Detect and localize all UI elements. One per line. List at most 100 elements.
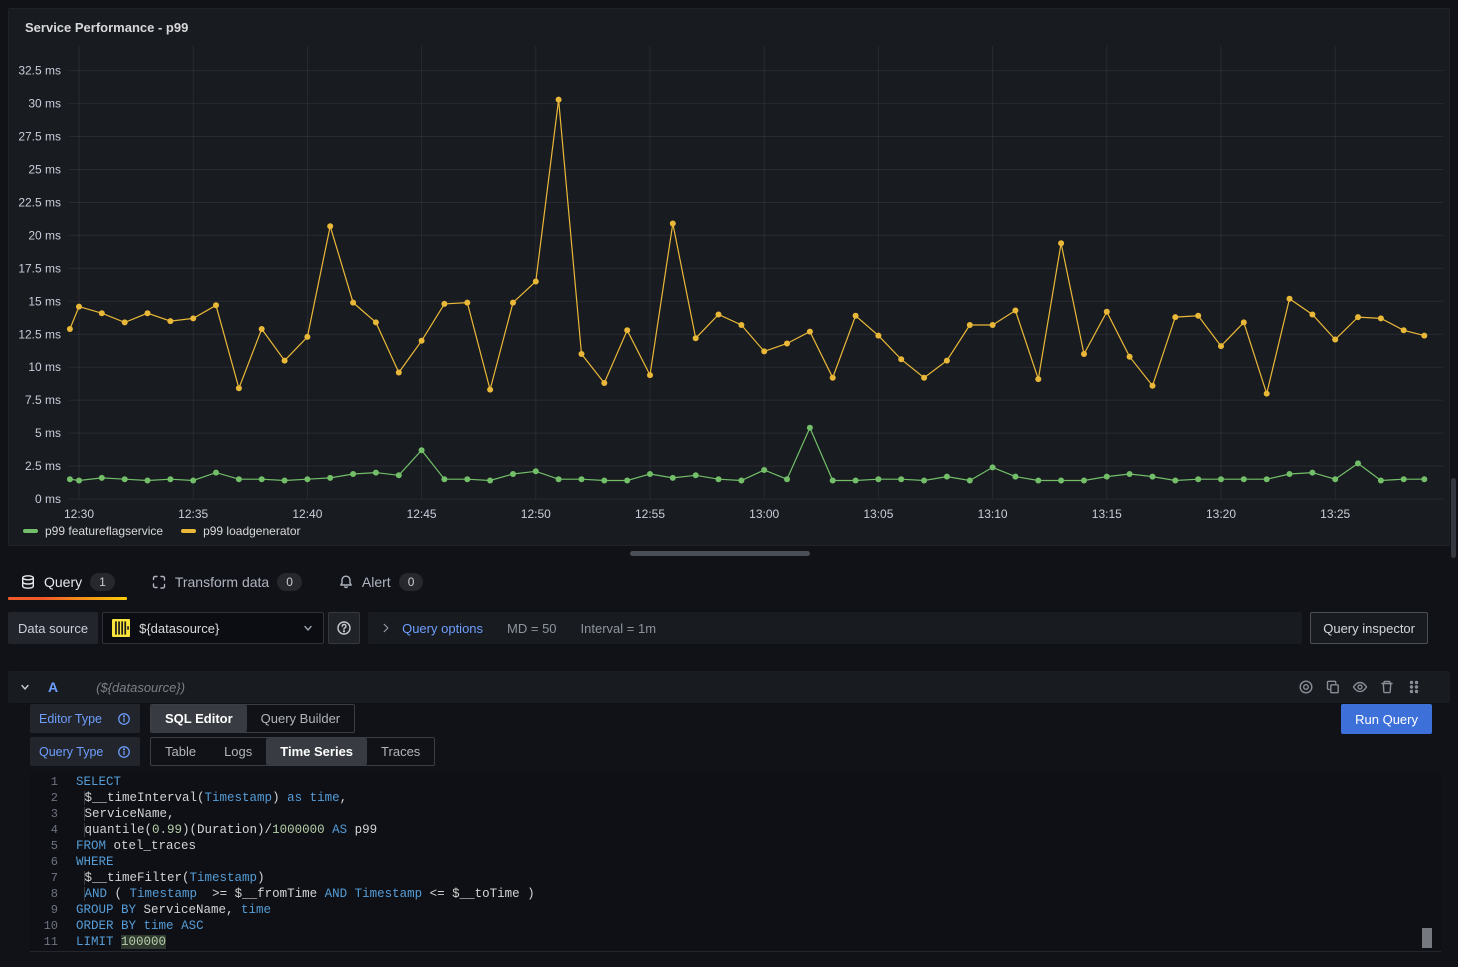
run-query-button[interactable]: Run Query [1341, 704, 1432, 734]
legend-item-loadgenerator[interactable]: p99 loadgenerator [181, 524, 300, 538]
tab-count-badge: 1 [90, 573, 115, 591]
active-tab-indicator [8, 597, 127, 600]
sql-editor[interactable]: 1SELECT2 $__timeInterval(Timestamp) as t… [30, 771, 1441, 952]
editor-tabs: Query 1 Transform data 0 Alert 0 [8, 564, 447, 600]
code-line[interactable]: 5FROM otel_traces [30, 838, 1441, 854]
code-line[interactable]: 8 AND ( Timestamp >= $__fromTime AND Tim… [30, 886, 1441, 902]
svg-text:12:40: 12:40 [292, 507, 322, 521]
query-options-link[interactable]: Query options [402, 621, 483, 636]
svg-text:25 ms: 25 ms [28, 163, 61, 177]
datasource-toolbar: Data source ${datasource} Query options … [8, 612, 1428, 644]
svg-text:20 ms: 20 ms [28, 228, 61, 242]
tab-query[interactable]: Query 1 [8, 564, 127, 600]
svg-text:7.5 ms: 7.5 ms [25, 393, 61, 407]
svg-text:12.5 ms: 12.5 ms [18, 327, 61, 341]
code-line[interactable]: 1SELECT [30, 774, 1441, 790]
svg-text:27.5 ms: 27.5 ms [18, 130, 61, 144]
legend-label: p99 loadgenerator [203, 524, 300, 538]
editor-type-label: Editor Type [39, 712, 102, 726]
svg-text:15 ms: 15 ms [28, 294, 61, 308]
timeseries-chart[interactable]: 12:30 12:35 12:40 12:45 12:50 12:55 13:00 13:05… [9, 9, 1449, 545]
chevron-down-icon [301, 621, 315, 635]
query-type-time-series[interactable]: Time Series [266, 738, 367, 765]
tab-label: Transform data [175, 574, 269, 590]
datasource-label: Data source [8, 612, 98, 644]
tab-transform-data[interactable]: Transform data 0 [139, 564, 314, 600]
code-line[interactable]: 2 $__timeInterval(Timestamp) as time, [30, 790, 1441, 806]
query-datasource-hint: (${datasource}) [96, 680, 185, 695]
eye-icon[interactable] [1352, 679, 1368, 695]
editor-type-group: SQL Editor Query Builder [150, 704, 355, 733]
query-inspector-button[interactable]: Query inspector [1310, 612, 1428, 644]
query-type-row: Query Type Table Logs Time Series Traces [30, 737, 435, 766]
svg-text:12:30: 12:30 [64, 507, 94, 521]
query-options-interval: Interval = 1m [581, 621, 657, 636]
query-options-strip[interactable]: Query options MD = 50 Interval = 1m [368, 612, 1302, 644]
code-line[interactable]: 3 ServiceName, [30, 806, 1441, 822]
code-line[interactable]: 11LIMIT 100000 [30, 934, 1441, 950]
svg-text:22.5 ms: 22.5 ms [18, 195, 61, 209]
code-line[interactable]: 9GROUP BY ServiceName, time [30, 902, 1441, 918]
editor-type-sql-editor[interactable]: SQL Editor [151, 705, 247, 732]
legend-swatch-green [23, 529, 38, 533]
code-line[interactable]: 10ORDER BY time ASC [30, 918, 1441, 934]
svg-text:13:00: 13:00 [749, 507, 779, 521]
query-type-table[interactable]: Table [151, 738, 210, 765]
tab-label: Alert [362, 574, 391, 590]
query-row-actions [1298, 679, 1422, 695]
duplicate-query-icon[interactable] [1325, 679, 1341, 695]
chart-legend: p99 featureflagservice p99 loadgenerator [23, 524, 301, 538]
code-line[interactable]: 4 quantile(0.99)(Duration)/1000000 AS p9… [30, 822, 1441, 838]
tab-alert[interactable]: Alert 0 [326, 564, 435, 600]
legend-item-featureflagservice[interactable]: p99 featureflagservice [23, 524, 163, 538]
svg-text:13:25: 13:25 [1320, 507, 1350, 521]
datasource-help-button[interactable] [328, 612, 360, 644]
query-type-group: Table Logs Time Series Traces [150, 737, 435, 766]
editor-type-query-builder[interactable]: Query Builder [247, 705, 354, 732]
bell-icon [338, 574, 354, 590]
record-circle-icon[interactable] [1298, 679, 1314, 695]
svg-text:32.5 ms: 32.5 ms [18, 64, 61, 78]
query-options-md: MD = 50 [507, 621, 557, 636]
drag-handle-icon[interactable] [1406, 679, 1422, 695]
collapse-chevron-icon[interactable] [18, 680, 32, 694]
svg-text:13:10: 13:10 [978, 507, 1008, 521]
svg-text:13:20: 13:20 [1206, 507, 1236, 521]
editor-type-label-chip: Editor Type [30, 704, 140, 733]
svg-text:13:05: 13:05 [863, 507, 893, 521]
svg-text:12:55: 12:55 [635, 507, 665, 521]
editor-scrollbar-thumb[interactable] [1422, 928, 1432, 948]
svg-text:12:35: 12:35 [178, 507, 208, 521]
datasource-select[interactable]: ${datasource} [102, 612, 324, 644]
info-circle-icon[interactable] [117, 712, 131, 726]
legend-swatch-yellow [181, 529, 196, 533]
trash-icon[interactable] [1379, 679, 1395, 695]
code-line[interactable]: 6WHERE [30, 854, 1441, 870]
editor-type-row: Editor Type SQL Editor Query Builder [30, 704, 355, 733]
svg-text:12:50: 12:50 [521, 507, 551, 521]
timeseries-panel: Service Performance - p99 12:30 12:35 12:4… [8, 8, 1450, 546]
query-ref-id: A [48, 679, 58, 695]
question-circle-icon [336, 620, 352, 636]
grafana-panel-edit-view: { "panel": { "title": "Service Performan… [0, 0, 1458, 967]
svg-text:2.5 ms: 2.5 ms [25, 459, 61, 473]
legend-label: p99 featureflagservice [45, 524, 163, 538]
svg-text:13:15: 13:15 [1092, 507, 1122, 521]
info-circle-icon[interactable] [117, 745, 131, 759]
svg-text:12:45: 12:45 [407, 507, 437, 521]
tab-label: Query [44, 574, 82, 590]
horizontal-scrollbar-thumb[interactable] [630, 551, 810, 556]
transform-icon [151, 574, 167, 590]
query-type-traces[interactable]: Traces [367, 738, 434, 765]
panel-title: Service Performance - p99 [25, 20, 188, 35]
query-row-header[interactable]: A (${datasource}) [8, 671, 1450, 703]
tab-count-badge: 0 [277, 573, 302, 591]
svg-text:10 ms: 10 ms [28, 360, 61, 374]
page-scrollbar-thumb[interactable] [1451, 478, 1456, 558]
query-type-label-chip: Query Type [30, 737, 140, 766]
chevron-right-icon [380, 622, 392, 634]
tab-count-badge: 0 [399, 573, 424, 591]
svg-text:0 ms: 0 ms [35, 492, 61, 506]
code-line[interactable]: 7 $__timeFilter(Timestamp) [30, 870, 1441, 886]
query-type-logs[interactable]: Logs [210, 738, 266, 765]
